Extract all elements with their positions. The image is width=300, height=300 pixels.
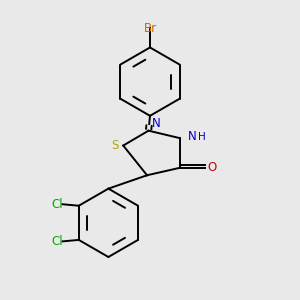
Text: O: O	[207, 161, 216, 174]
Text: H: H	[198, 132, 206, 142]
Text: Cl: Cl	[51, 198, 63, 211]
Text: Br: Br	[143, 22, 157, 34]
Text: S: S	[111, 139, 118, 152]
Text: N: N	[152, 118, 161, 130]
Text: Cl: Cl	[51, 235, 63, 248]
Text: N: N	[188, 130, 197, 143]
